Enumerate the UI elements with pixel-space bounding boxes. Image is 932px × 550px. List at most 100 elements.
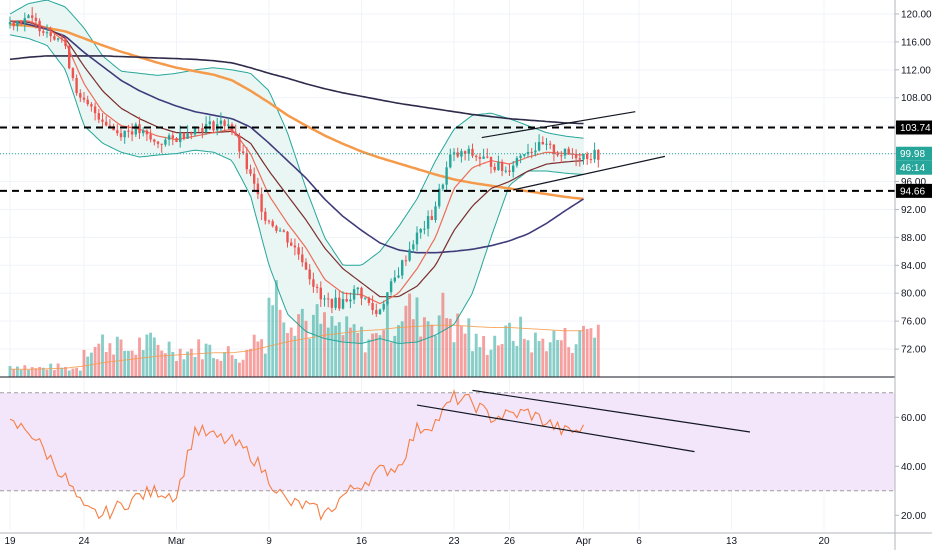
candle-body[interactable] [301, 254, 304, 263]
candle-body[interactable] [253, 173, 256, 184]
candle-body[interactable] [156, 141, 160, 144]
candle-body[interactable] [212, 121, 215, 131]
candle-body[interactable] [408, 249, 411, 261]
candle-body[interactable] [493, 166, 496, 171]
candle-body[interactable] [38, 20, 41, 32]
candle-body[interactable] [330, 299, 334, 308]
candle-body[interactable] [586, 153, 589, 160]
candle-body[interactable] [134, 124, 137, 135]
candle-body[interactable] [75, 78, 78, 94]
candle-body[interactable] [560, 155, 563, 157]
candle-body[interactable] [556, 153, 559, 156]
candle-body[interactable] [449, 154, 452, 168]
candle-body[interactable] [182, 132, 186, 139]
candle-body[interactable] [386, 292, 389, 304]
candle-body[interactable] [297, 247, 300, 255]
candle-body[interactable] [334, 297, 337, 308]
candle-body[interactable] [145, 130, 149, 135]
candle-body[interactable] [500, 161, 504, 171]
candle-body[interactable] [367, 297, 371, 304]
candle-body[interactable] [430, 216, 433, 220]
candle-body[interactable] [352, 289, 356, 300]
candle-body[interactable] [512, 165, 515, 172]
candle-body[interactable] [79, 93, 82, 98]
candle-body[interactable] [563, 148, 567, 156]
candle-body[interactable] [71, 68, 75, 79]
candle-body[interactable] [260, 194, 263, 212]
candle-body[interactable] [382, 303, 385, 310]
candle-body[interactable] [234, 132, 237, 136]
candle-body[interactable] [167, 135, 171, 140]
candle-body[interactable] [82, 97, 86, 100]
candle-body[interactable] [489, 156, 493, 167]
candle-body[interactable] [578, 158, 581, 160]
rsi-upper-trendline[interactable] [472, 389, 751, 433]
candle-body[interactable] [482, 156, 485, 159]
candle-body[interactable] [545, 143, 548, 145]
candle-body[interactable] [356, 287, 359, 290]
candle-body[interactable] [249, 169, 252, 174]
rsi-axis[interactable]: 60.00 40.00 20.00 [895, 413, 926, 522]
candle-body[interactable] [571, 153, 574, 155]
candle-body[interactable] [60, 38, 63, 40]
horizontal-levels[interactable] [0, 126, 895, 192]
candle-body[interactable] [412, 244, 415, 250]
candle-body[interactable] [86, 99, 89, 105]
candle-body[interactable] [142, 130, 145, 134]
candle-body[interactable] [308, 269, 311, 280]
trendlines[interactable] [481, 111, 666, 191]
candle-body[interactable] [256, 183, 260, 195]
candle-body[interactable] [8, 22, 12, 25]
candle-body[interactable] [282, 230, 285, 232]
candle-body[interactable] [438, 188, 441, 207]
candle-body[interactable] [127, 130, 130, 132]
candle-body[interactable] [108, 125, 112, 127]
candle-body[interactable] [549, 143, 552, 145]
candle-body[interactable] [401, 260, 404, 276]
candle-body[interactable] [241, 151, 245, 154]
candle-body[interactable] [219, 120, 223, 125]
candle-body[interactable] [130, 131, 134, 135]
candle-body[interactable] [45, 32, 49, 34]
candle-body[interactable] [593, 149, 596, 160]
candle-body[interactable] [434, 206, 437, 220]
candle-body[interactable] [153, 139, 156, 142]
candle-body[interactable] [223, 120, 226, 126]
candle-body[interactable] [304, 262, 308, 270]
upper-trendline[interactable] [481, 111, 636, 139]
candle-body[interactable] [389, 281, 393, 293]
candle-body[interactable] [53, 36, 56, 40]
candle-body[interactable] [201, 128, 204, 133]
candle-body[interactable] [526, 151, 530, 155]
candle-body[interactable] [34, 17, 38, 21]
candle-body[interactable] [375, 310, 378, 314]
candle-body[interactable] [463, 151, 467, 154]
candle-body[interactable] [597, 149, 600, 160]
candle-body[interactable] [393, 277, 396, 282]
candle-body[interactable] [364, 297, 367, 299]
candle-body[interactable] [456, 152, 459, 157]
candle-body[interactable] [523, 154, 526, 156]
candle-body[interactable] [16, 20, 19, 27]
candle-body[interactable] [31, 15, 34, 18]
candle-body[interactable] [93, 106, 97, 114]
candle-body[interactable] [64, 38, 67, 47]
candle-body[interactable] [589, 159, 593, 161]
candle-body[interactable] [275, 226, 278, 231]
candle-body[interactable] [504, 170, 507, 172]
candle-body[interactable] [119, 133, 123, 138]
candle-body[interactable] [338, 297, 341, 309]
candle-body[interactable] [323, 298, 326, 300]
candle-body[interactable] [552, 144, 556, 154]
candle-body[interactable] [101, 119, 104, 122]
candle-body[interactable] [190, 133, 193, 135]
candle-body[interactable] [97, 113, 100, 120]
candle-body[interactable] [245, 153, 248, 170]
candle-body[interactable] [423, 228, 426, 230]
candle-body[interactable] [290, 242, 293, 246]
candle-body[interactable] [471, 148, 474, 156]
time-axis[interactable]: 19 24 Mar 9 16 23 26 Apr 6 13 20 [0, 532, 932, 547]
candle-body[interactable] [371, 303, 374, 311]
candle-body[interactable] [419, 228, 422, 233]
candle-body[interactable] [27, 15, 30, 19]
